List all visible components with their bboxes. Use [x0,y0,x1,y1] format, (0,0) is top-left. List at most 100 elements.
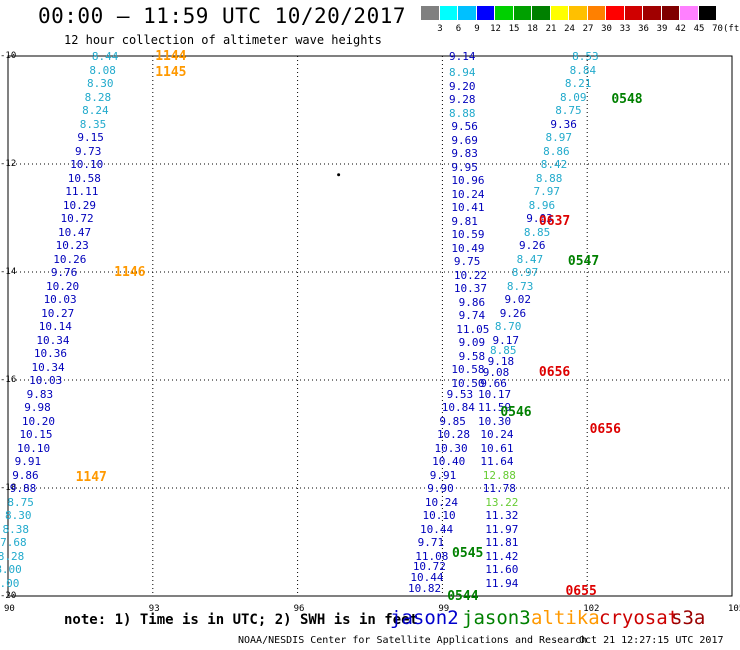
legend-swatch [698,6,716,20]
swh-value: 9.83 [451,147,478,161]
swh-value: 10.27 [41,306,75,320]
legend-label: 9 [474,24,480,34]
swh-value: 9.86 [458,295,486,309]
swh-value: 10.58 [67,171,101,185]
swh-value: 8.21 [564,77,592,90]
swh-value: 9.73 [74,144,102,158]
swh-value: 8.24 [82,104,109,117]
swh-value: 9.71 [417,536,445,549]
swh-value: 10.23 [55,239,89,252]
swh-value: 9.09 [458,336,486,350]
swh-value: 7.68 [0,536,27,549]
swh-value: 10.20 [21,414,55,428]
lon-tick-label: 93 [148,604,160,614]
swh-value: 11.59 [477,401,512,414]
swh-value: 8.97 [545,131,573,144]
swh-value: 9.91 [429,468,457,482]
legend-swatch [569,6,587,20]
swh-value: 10.41 [451,201,485,215]
pass-time-label: 1145 [155,65,187,81]
legend-swatch [532,6,550,20]
lat-tick-label: -12 [0,159,17,169]
swh-value: 10.30 [434,441,468,455]
swh-value: 10.40 [432,455,466,468]
swh-value: 9.20 [449,79,476,93]
swh-value: 10.22 [453,268,487,282]
legend-label: 27 [582,24,594,34]
legend-label: 6 [455,24,462,34]
swh-value: 8.08 [89,63,116,77]
legend-label: 33 [619,24,631,34]
swh-value: 8.75 [7,495,34,509]
swh-value: 9.98 [24,401,51,414]
legend-unit: (ft) [723,24,740,34]
lon-tick-label: 99 [438,604,450,614]
swh-value: 11.42 [485,549,519,563]
swh-value: 11.60 [485,563,519,576]
swh-value: 10.61 [480,441,514,455]
swh-value: 10.03 [29,374,63,387]
swh-value: 9.53 [446,387,474,401]
pass-time-label: 0656 [589,421,621,437]
swh-value: 10.14 [38,320,72,333]
swh-value: 8.00 [0,576,20,590]
swh-value: 10.30 [477,414,512,428]
swh-value: 9.03 [526,212,553,225]
swh-value: 10.59 [451,228,485,242]
legend-swatch [606,6,624,20]
swh-value: 8.88 [449,106,476,120]
swh-value: 8.09 [560,90,587,104]
swh-value: 13.22 [485,495,519,509]
satellite-name: cryosat [599,607,680,629]
swh-value: 10.10 [17,441,51,455]
swh-value: 10.10 [70,158,104,171]
swh-value: 8.73 [506,279,534,293]
swh-value: 11.64 [480,455,514,468]
legend-label: 45 [693,24,705,34]
legend-swatch [550,6,568,20]
swh-value: 11.78 [482,482,516,495]
satellite-name: altika [531,607,600,629]
swh-value: 8.96 [528,198,556,212]
island-mark [337,173,341,177]
legend-label: 15 [508,24,520,34]
legend-label: 70 [712,24,723,34]
swh-value: 9.91 [14,455,42,468]
swh-value: 9.74 [458,309,486,323]
swh-value: 11.05 [456,322,490,336]
swh-value: 8.35 [79,117,107,131]
swh-value: 11.08 [415,549,449,563]
satellite-name: s3a [671,607,706,629]
swh-value: 8.85 [523,225,551,239]
pass-time-label: 0548 [611,92,643,108]
swh-value: 9.81 [451,214,478,228]
swh-value: 10.44 [420,522,454,536]
legend-label: 42 [675,24,686,34]
swh-value: 9.69 [451,133,478,147]
swh-value: 10.44 [410,571,444,585]
legend-label: 24 [564,24,575,34]
swh-value: 9.58 [458,349,486,363]
swh-value: 9.76 [50,266,78,279]
swh-value: 9.15 [77,131,104,144]
legend-swatch [513,6,531,20]
swh-value: 8.38 [2,522,30,536]
swh-value: 11.81 [485,536,519,549]
swh-value: 8.00 [0,563,22,576]
swh-value: 8.70 [494,320,522,333]
swh-value: 10.96 [451,174,485,188]
legend-swatch [458,6,476,20]
swh-value: 11.11 [65,185,99,198]
pass-time-label: 0547 [567,254,600,270]
swh-value: 11.94 [485,576,519,590]
chart-title: 00:00 – 11:59 UTC 10/20/2017 [38,4,407,28]
lat-tick-label: -20 [0,591,17,601]
lon-tick-label: 90 [4,604,15,614]
lat-tick-label: -18 [0,483,17,493]
swh-value: 10.58 [451,363,485,377]
swh-value: 7.97 [533,185,560,198]
lat-tick-label: -16 [0,375,17,385]
swh-value: 10.37 [453,282,487,296]
pass-time-label: 0545 [452,545,484,561]
